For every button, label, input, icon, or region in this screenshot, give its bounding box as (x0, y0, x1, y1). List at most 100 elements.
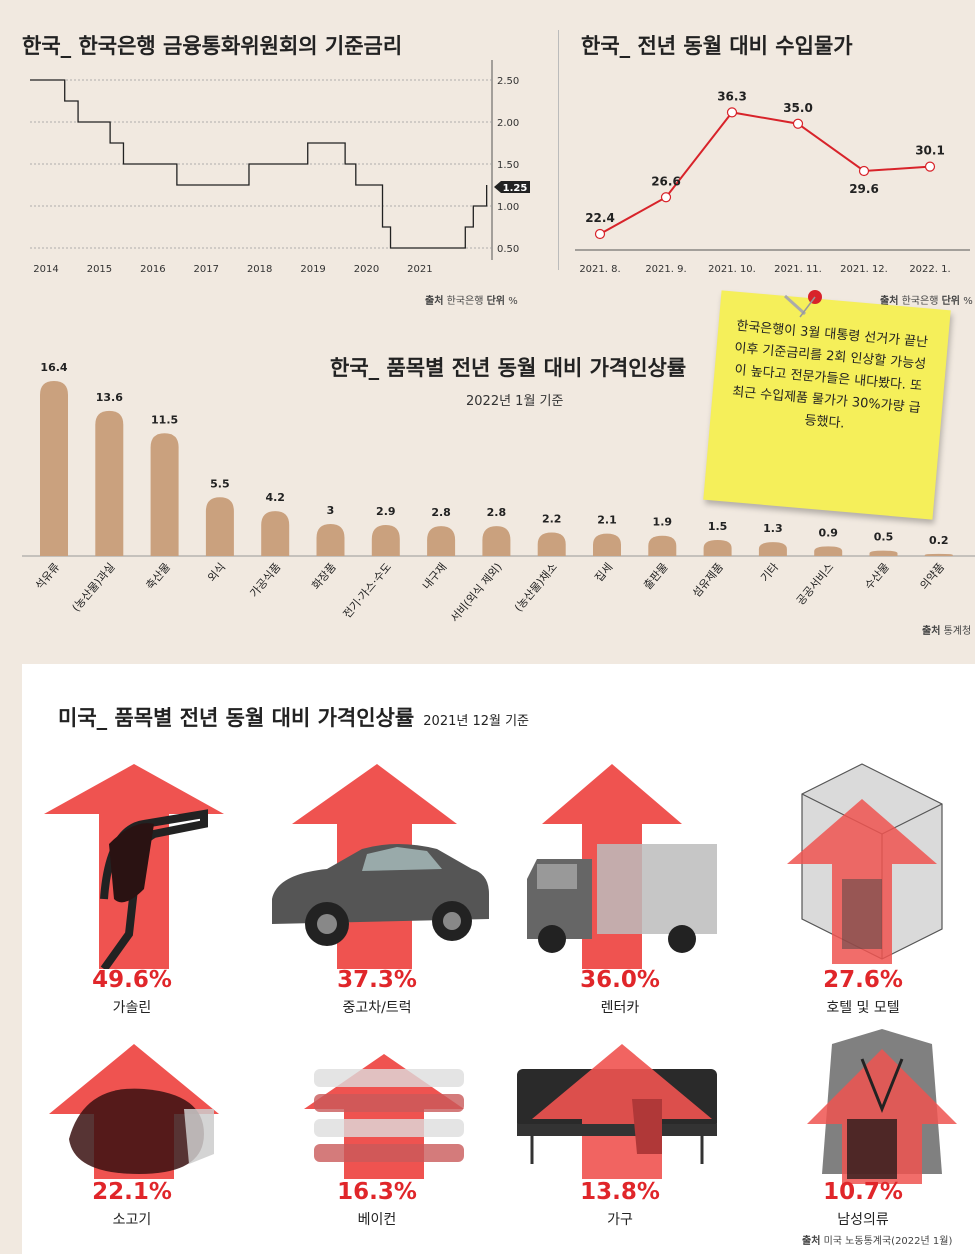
rate-y-tick-label: 0.50 (497, 244, 519, 255)
korea-category-label: 서비(외식 제외) (448, 561, 505, 625)
push-pin-icon (783, 290, 822, 318)
korea-bar (316, 523, 345, 556)
korea-value-label: 5.5 (210, 477, 230, 490)
import-chart: 22.4 2021. 8. 26.6 2021. 9. 36.3 2021. 10. 35.… (575, 89, 970, 275)
jacket-icon (807, 1029, 957, 1184)
rate-x-tick-label: 2021 (407, 264, 432, 275)
import-x-tick-label: 2021. 10. (708, 264, 756, 275)
rate-source: 출처 한국은행 단위 % (425, 296, 518, 307)
korea-value-label: 0.9 (818, 526, 838, 539)
korea-source: 출처 통계청 (922, 626, 972, 637)
korea-category-label: 공공서비스 (794, 561, 836, 608)
import-chart-title: 한국_ 전년 동월 대비 수입물가 (581, 34, 853, 58)
sticky-note-text: 한국은행이 3월 대통령 선거가 끝난 이후 기준금리를 2회 인상할 가능성이… (731, 318, 929, 432)
korea-bar (261, 511, 290, 556)
korea-chart-subtitle: 2022년 1월 기준 (466, 394, 564, 409)
import-point (594, 228, 606, 240)
import-x-tick-label: 2022. 1. (909, 264, 950, 275)
korea-bar (150, 433, 179, 556)
rate-chart-title: 한국_ 한국은행 금융통화위원회의 기준금리 (22, 34, 403, 58)
korea-bar (482, 526, 511, 556)
import-value-label: 30.1 (915, 144, 945, 158)
import-point (924, 161, 936, 172)
beef-icon (49, 1044, 219, 1179)
korea-bar (924, 553, 953, 556)
rate-y-tick-label: 1.00 (497, 202, 519, 213)
rate-y-tick-label: 2.00 (497, 118, 519, 129)
korea-category-label: 내구재 (420, 561, 449, 593)
us-item-bacon: 16.3% 베이컨 (277, 1179, 477, 1229)
import-point (858, 165, 870, 177)
truck-icon (527, 764, 717, 969)
korea-category-label: (농산물)과실 (70, 561, 118, 615)
korea-bar (758, 542, 787, 556)
korea-bar (40, 381, 68, 556)
import-source: 출처 한국은행 단위 % (880, 296, 973, 307)
korea-value-label: 1.9 (653, 516, 673, 529)
current-rate-marker (494, 181, 530, 193)
import-value-label: 22.4 (585, 211, 615, 225)
import-value-label: 29.6 (849, 182, 879, 196)
korea-bar (648, 535, 677, 556)
import-x-tick-label: 2021. 11. (774, 264, 822, 275)
korea-bar (95, 410, 124, 556)
us-item-furniture: 13.8% 가구 (520, 1179, 720, 1229)
us-chart-header: 미국_ 품목별 전년 동월 대비 가격인상률 2021년 12월 기준 (58, 702, 529, 732)
korea-value-label: 1.3 (763, 522, 783, 535)
korea-category-label: 의약품 (917, 560, 947, 592)
korea-value-label: 16.4 (40, 361, 67, 374)
us-item-beef: 22.1% 소고기 (32, 1179, 232, 1229)
import-value-label: 35.0 (783, 101, 813, 115)
rate-x-tick-label: 2017 (194, 264, 219, 275)
korea-bar (427, 526, 456, 556)
korea-value-label: 2.8 (487, 506, 507, 519)
korea-category-label: 기타 (758, 561, 781, 585)
korea-category-label: 축산물 (143, 561, 172, 593)
korea-category-label: 석유류 (33, 561, 62, 593)
us-item-pct: 22.1% (92, 1179, 172, 1205)
korea-value-label: 1.5 (708, 520, 728, 533)
rate-x-tick-label: 2019 (300, 264, 325, 275)
korea-bar (703, 539, 732, 556)
rate-y-tick-label: 1.50 (497, 160, 519, 171)
us-item-used-cars: 37.3% 중고차/트럭 (277, 967, 477, 1017)
us-source: 출처 미국 노동통계국(2022년 1월) (802, 1236, 953, 1247)
us-panel: 미국_ 품목별 전년 동월 대비 가격인상률 2021년 12월 기준 49.6… (22, 664, 975, 1254)
import-x-tick-label: 2021. 8. (579, 264, 620, 275)
us-item-pct: 37.3% (337, 967, 417, 993)
top-divider (558, 30, 559, 270)
korea-bar (814, 546, 843, 556)
korea-bar (869, 550, 898, 556)
us-item-rental-car: 36.0% 렌터카 (520, 967, 720, 1017)
import-x-tick-label: 2021. 12. (840, 264, 888, 275)
korea-category-label: (농산물)채소 (512, 561, 560, 615)
import-value-label: 26.6 (651, 174, 681, 188)
us-item-name: 남성의류 (837, 1212, 889, 1228)
us-item-mens-apparel: 10.7% 남성의류 (763, 1179, 963, 1229)
sofa-icon (517, 1044, 717, 1179)
car-icon (272, 764, 489, 969)
korea-bar (593, 533, 621, 556)
korea-category-label: 화장품 (309, 561, 338, 593)
import-point (792, 118, 804, 129)
korea-category-label: 집세 (592, 561, 615, 585)
korea-value-label: 0.2 (929, 534, 949, 547)
import-series-line (599, 111, 931, 235)
rate-x-tick-label: 2015 (87, 264, 112, 275)
us-chart-subtitle: 2021년 12월 기준 (423, 714, 530, 729)
rate-x-tick-label: 2014 (33, 264, 58, 275)
us-item-name: 중고차/트럭 (342, 1000, 412, 1016)
korea-category-label: 출판물 (641, 561, 670, 593)
korea-value-label: 4.2 (265, 491, 285, 504)
bacon-icon (304, 1054, 464, 1179)
import-x-tick-label: 2021. 9. (645, 264, 686, 275)
korea-bar (371, 525, 400, 556)
rate-x-tick-label: 2016 (140, 264, 165, 275)
korea-category-label: 섬유제품 (690, 561, 726, 600)
us-item-pct: 36.0% (580, 967, 660, 993)
us-item-name: 가구 (607, 1212, 633, 1228)
korea-category-label: 전기·가스·수도 (341, 561, 394, 621)
us-item-gasoline: 49.6% 가솔린 (32, 967, 232, 1017)
us-item-pct: 16.3% (337, 1179, 417, 1205)
korea-value-label: 0.5 (874, 531, 894, 544)
